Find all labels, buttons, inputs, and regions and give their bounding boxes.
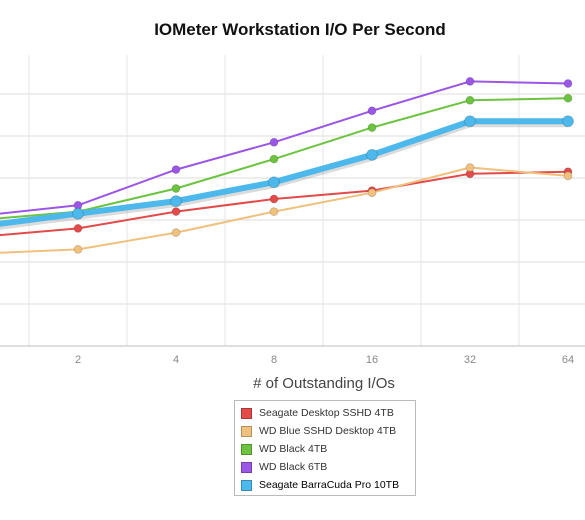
- legend-item[interactable]: WD Blue SSHD Desktop 4TB: [241, 422, 415, 440]
- x-tick-label: 2: [75, 354, 81, 366]
- data-point[interactable]: [171, 165, 181, 175]
- data-point[interactable]: [465, 163, 475, 172]
- legend-label: WD Blue SSHD Desktop 4TB: [259, 425, 397, 437]
- data-point[interactable]: [268, 176, 280, 189]
- legend-swatch: [241, 425, 252, 437]
- x-axis-ticks: 2 4 8 16 32 64: [75, 354, 574, 366]
- series-layer: [0, 76, 574, 254]
- data-point[interactable]: [367, 106, 377, 116]
- legend-swatch: [241, 407, 252, 419]
- data-point[interactable]: [73, 223, 83, 233]
- legend: Seagate Desktop SSHD 4TB WD Blue SSHD Des…: [234, 400, 416, 496]
- series-seagate-barracuda-pro-10tb: [0, 115, 574, 230]
- data-point[interactable]: [171, 184, 181, 193]
- legend-label: Seagate BarraCuda Pro 10TB: [259, 479, 400, 491]
- legend-item[interactable]: WD Black 4TB: [241, 440, 415, 458]
- data-point[interactable]: [562, 115, 574, 128]
- data-point[interactable]: [367, 188, 377, 198]
- x-tick-label: 4: [173, 354, 179, 366]
- data-point[interactable]: [171, 228, 181, 238]
- data-point[interactable]: [464, 115, 476, 128]
- series-wd-black-6tb: [0, 76, 573, 215]
- x-axis-label: # of Outstanding I/Os: [253, 375, 395, 392]
- x-tick-label: 8: [271, 354, 277, 366]
- data-point[interactable]: [367, 123, 377, 133]
- chart-title: IOMeter Workstation I/O Per Second: [154, 20, 446, 39]
- legend-label: Seagate Desktop SSHD 4TB: [259, 407, 394, 419]
- legend-label: WD Black 4TB: [259, 443, 328, 455]
- x-tick-label: 16: [366, 354, 378, 366]
- legend-swatch: [241, 443, 252, 455]
- legend-swatch: [241, 479, 252, 491]
- legend-item[interactable]: Seagate BarraCuda Pro 10TB: [241, 476, 415, 494]
- data-point[interactable]: [73, 244, 83, 254]
- data-point[interactable]: [170, 195, 182, 208]
- series-wd-black-4tb: [0, 93, 573, 220]
- data-point[interactable]: [465, 95, 475, 105]
- data-point[interactable]: [465, 76, 475, 86]
- data-point[interactable]: [563, 93, 573, 103]
- legend-item[interactable]: WD Black 6TB: [241, 458, 415, 476]
- data-point[interactable]: [563, 79, 573, 88]
- series-line: [0, 80, 569, 215]
- data-point[interactable]: [269, 154, 279, 164]
- x-tick-label: 32: [464, 354, 476, 366]
- data-point[interactable]: [269, 194, 279, 204]
- legend-label: WD Black 6TB: [259, 461, 328, 473]
- legend-swatch: [241, 461, 252, 473]
- legend-item[interactable]: Seagate Desktop SSHD 4TB: [241, 404, 415, 422]
- series-wd-blue-sshd-desktop-4tb: [0, 163, 573, 254]
- data-point[interactable]: [171, 207, 181, 217]
- data-point[interactable]: [366, 148, 378, 161]
- data-point[interactable]: [269, 207, 279, 217]
- data-point[interactable]: [269, 137, 279, 147]
- grid: [0, 55, 585, 347]
- data-point[interactable]: [72, 207, 84, 220]
- x-tick-label: 64: [562, 354, 574, 366]
- data-point[interactable]: [563, 171, 573, 181]
